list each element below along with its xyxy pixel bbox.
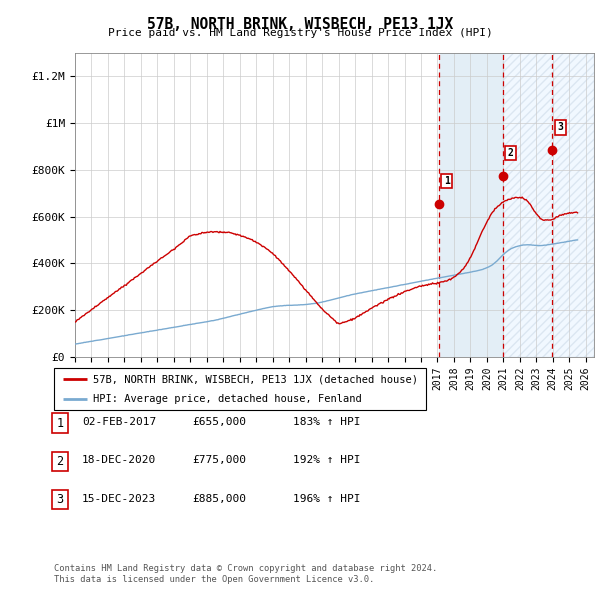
Text: 57B, NORTH BRINK, WISBECH, PE13 1JX: 57B, NORTH BRINK, WISBECH, PE13 1JX [147,17,453,31]
Text: 192% ↑ HPI: 192% ↑ HPI [293,455,360,465]
Text: 18-DEC-2020: 18-DEC-2020 [82,455,157,465]
Text: 183% ↑ HPI: 183% ↑ HPI [293,417,360,427]
Text: £655,000: £655,000 [192,417,246,427]
FancyBboxPatch shape [52,414,68,432]
FancyBboxPatch shape [52,452,68,471]
Text: 15-DEC-2023: 15-DEC-2023 [82,494,157,503]
Text: Contains HM Land Registry data © Crown copyright and database right 2024.: Contains HM Land Registry data © Crown c… [54,565,437,573]
Text: This data is licensed under the Open Government Licence v3.0.: This data is licensed under the Open Gov… [54,575,374,584]
Text: 02-FEB-2017: 02-FEB-2017 [82,417,157,427]
Text: 2: 2 [56,455,64,468]
Bar [503,53,594,357]
Text: £885,000: £885,000 [192,494,246,503]
Text: 57B, NORTH BRINK, WISBECH, PE13 1JX (detached house): 57B, NORTH BRINK, WISBECH, PE13 1JX (det… [93,374,418,384]
Text: 3: 3 [56,493,64,506]
Text: 196% ↑ HPI: 196% ↑ HPI [293,494,360,503]
Text: 1: 1 [56,417,64,430]
Text: HPI: Average price, detached house, Fenland: HPI: Average price, detached house, Fenl… [93,394,362,404]
Text: 2: 2 [508,148,514,158]
Text: Price paid vs. HM Land Registry's House Price Index (HPI): Price paid vs. HM Land Registry's House … [107,28,493,38]
Text: £775,000: £775,000 [192,455,246,465]
Text: 3: 3 [557,122,563,132]
FancyBboxPatch shape [54,368,426,410]
Bar [439,53,503,357]
Text: 1: 1 [444,176,450,186]
FancyBboxPatch shape [52,490,68,509]
